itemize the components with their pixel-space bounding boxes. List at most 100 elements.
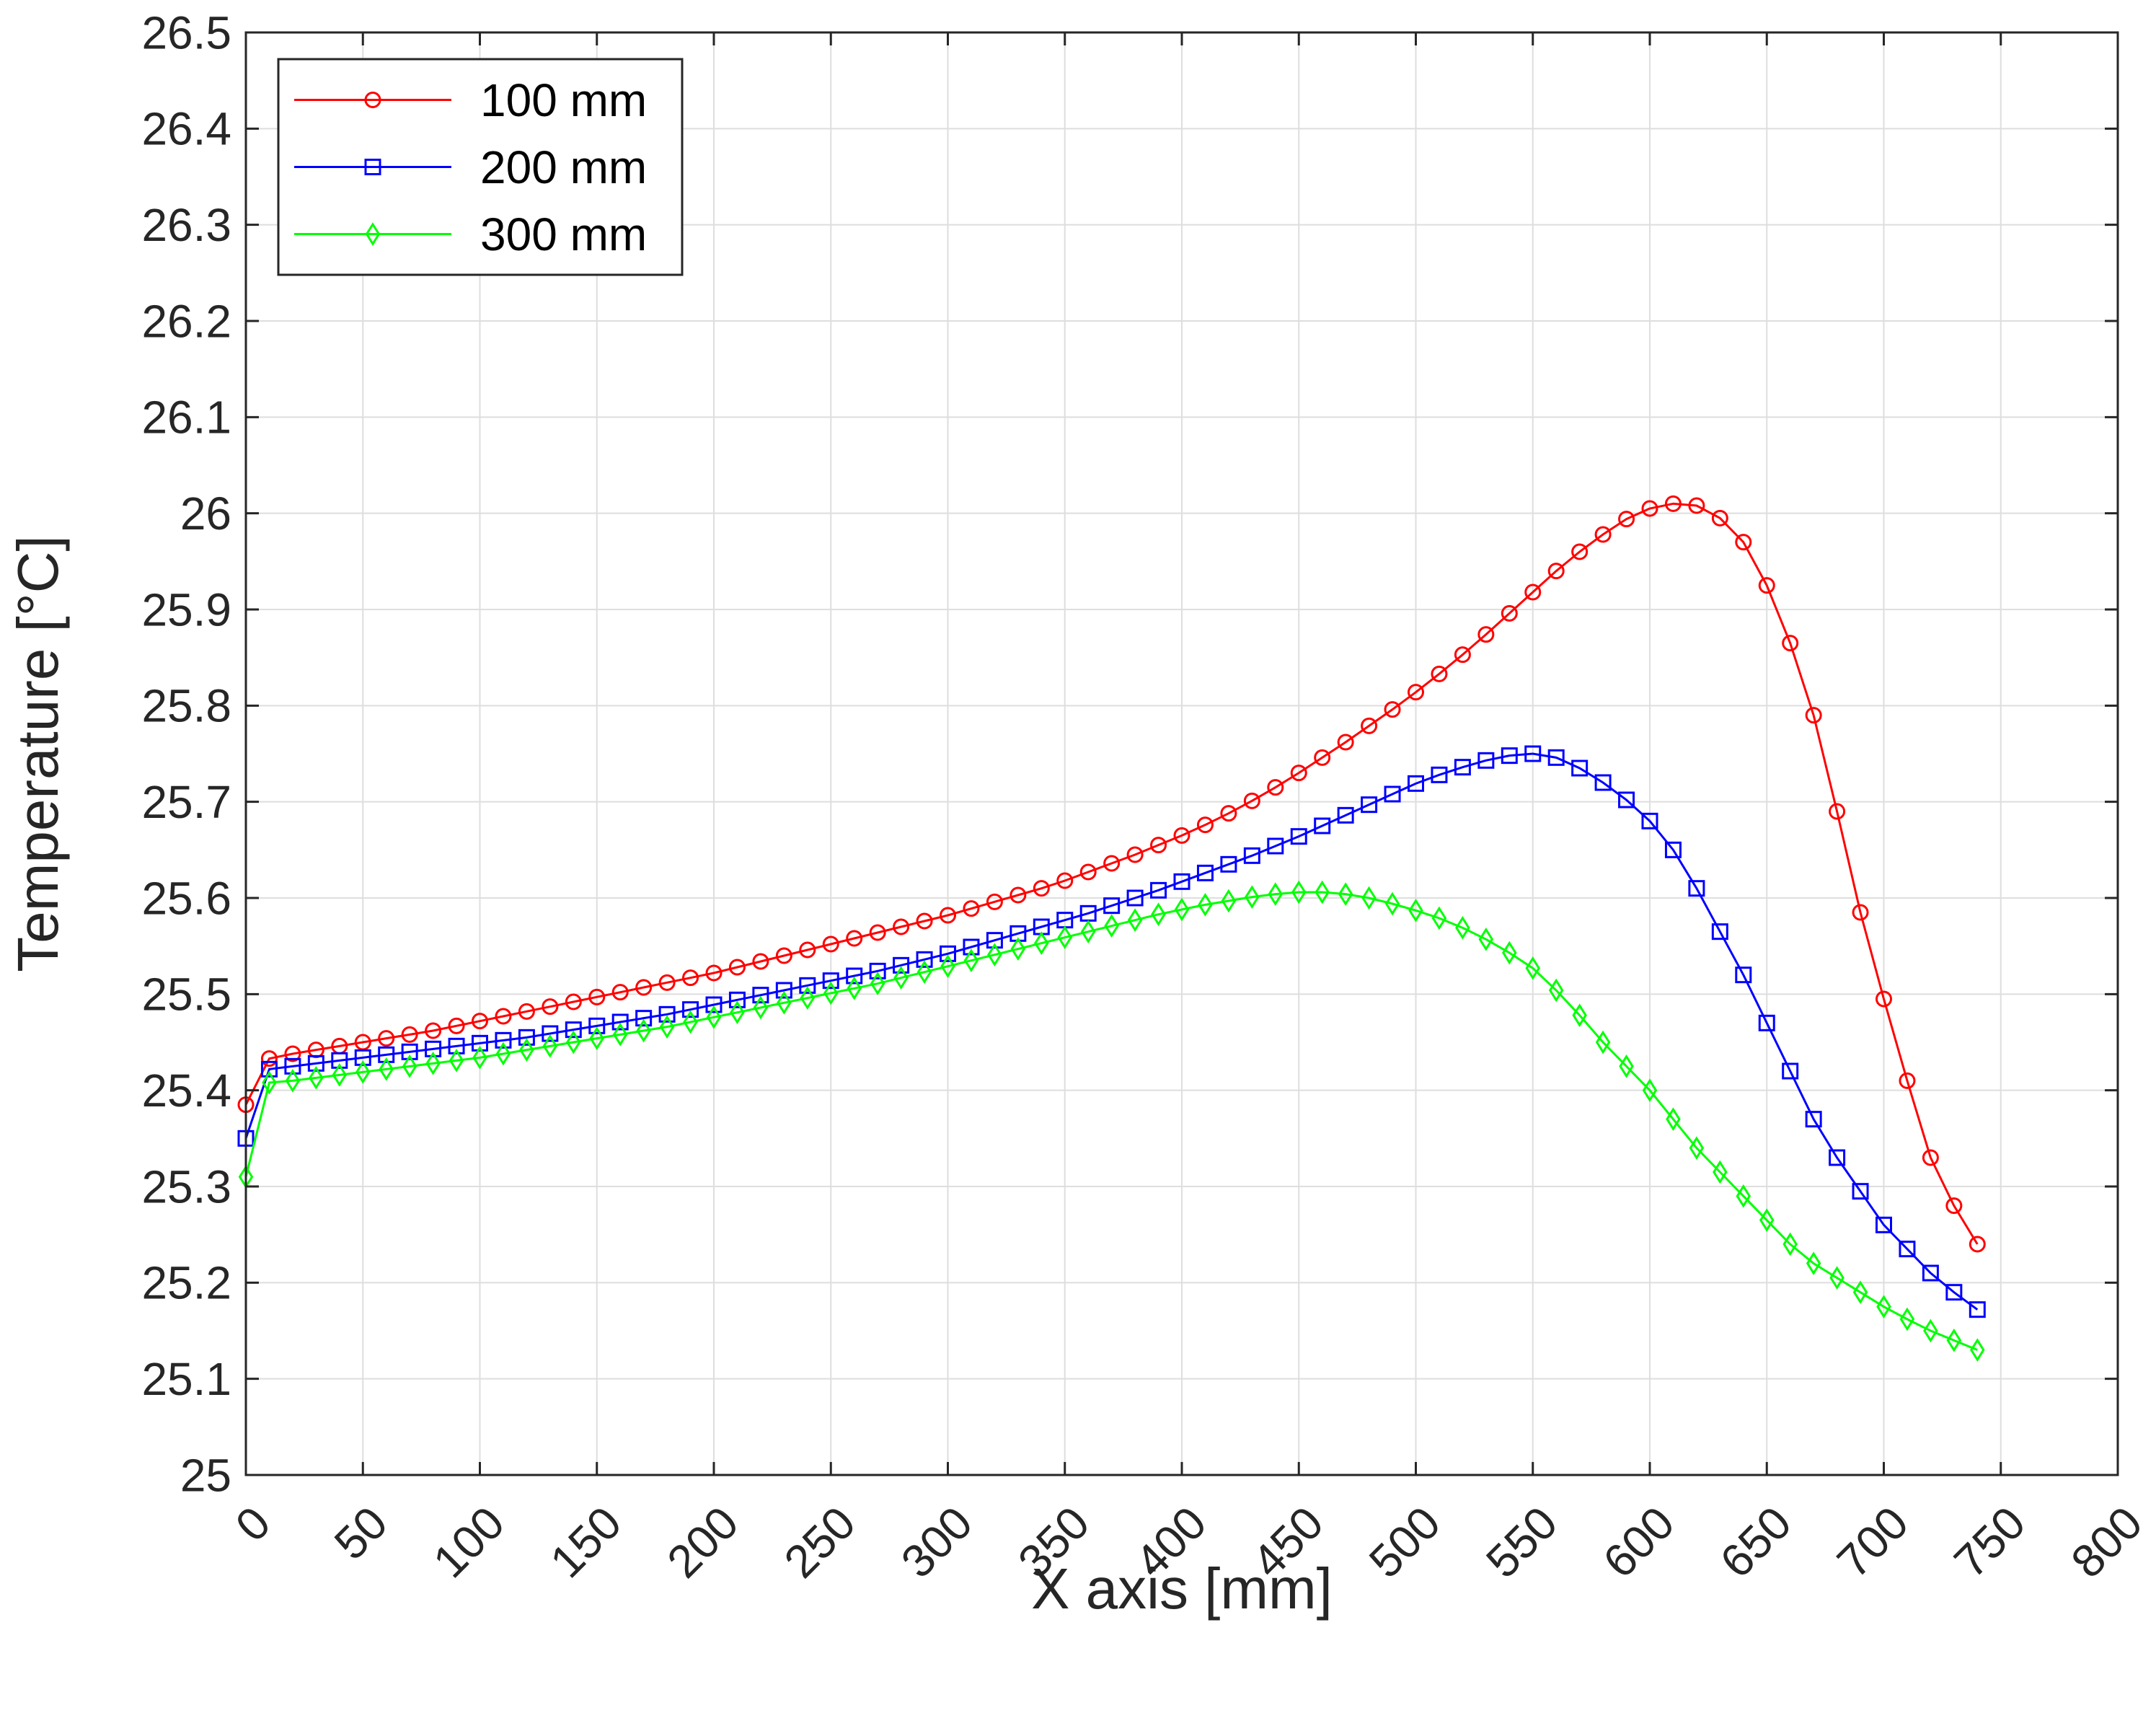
data-point [1711, 509, 1728, 527]
data-point [752, 987, 769, 1004]
data-point [963, 948, 979, 972]
data-point [1079, 863, 1097, 881]
data-point [565, 1021, 582, 1039]
data-point [401, 1043, 418, 1060]
data-point [1431, 766, 1448, 783]
data-point [1641, 812, 1658, 829]
data-point [1758, 577, 1775, 594]
data-point [401, 1026, 418, 1043]
data-point [1243, 792, 1260, 809]
data-point [1970, 1338, 1985, 1362]
data-point [728, 959, 746, 976]
data-point [1618, 511, 1635, 528]
data-point [519, 1038, 534, 1062]
data-point [449, 1049, 464, 1073]
data-point [1547, 749, 1565, 766]
data-point [705, 996, 723, 1013]
data-point [1150, 881, 1167, 899]
data-point [402, 1054, 417, 1078]
data-point [1688, 497, 1705, 514]
data-point [1034, 931, 1049, 955]
data-point [1174, 897, 1190, 922]
data-point [775, 947, 792, 964]
data-point [1736, 1184, 1751, 1208]
data-point [1198, 893, 1213, 917]
data-point [1126, 889, 1144, 907]
data-point [1384, 701, 1401, 718]
data-point [1852, 904, 1869, 921]
data-point [800, 986, 816, 1010]
data-point [284, 1057, 301, 1075]
data-point [1009, 886, 1027, 904]
data-point [1478, 928, 1494, 951]
legend-marker [365, 222, 381, 246]
data-point [1104, 914, 1119, 938]
data-point [588, 1017, 606, 1034]
data-point [1173, 873, 1190, 890]
y-tick-label: 26.5 [141, 6, 231, 58]
data-point [1501, 747, 1518, 765]
data-point [1431, 665, 1448, 682]
y-tick-label: 26.2 [141, 295, 231, 347]
data-point [425, 1022, 442, 1039]
data-point [1805, 1111, 1822, 1128]
data-point [1829, 1149, 1846, 1166]
data-point [1477, 626, 1495, 643]
data-point [1758, 1014, 1775, 1031]
y-tick-label: 25.7 [141, 776, 231, 828]
data-point [1056, 872, 1074, 889]
data-point [1969, 1301, 1986, 1318]
data-point [1547, 563, 1565, 580]
data-point [331, 1052, 348, 1069]
data-point [1899, 1072, 1916, 1089]
series-line [244, 891, 1978, 1352]
series-200-mm [237, 745, 1986, 1318]
data-point [682, 969, 699, 987]
data-point [683, 1010, 698, 1034]
data-point [1151, 902, 1166, 926]
data-point [1782, 635, 1799, 652]
data-point [1735, 534, 1752, 551]
legend-marker [364, 159, 381, 175]
legend-item: 300 mm [294, 208, 647, 260]
data-point [1126, 846, 1144, 863]
data-point [566, 1030, 581, 1054]
x-axis-label: X axis [mm] [1031, 1556, 1333, 1621]
data-point [1454, 759, 1471, 776]
series-100-mm [237, 495, 1986, 1253]
data-point [425, 1040, 442, 1057]
data-point [893, 918, 910, 935]
data-point [1314, 749, 1331, 766]
data-point [1454, 646, 1471, 664]
data-point [1337, 734, 1354, 751]
data-point [588, 988, 606, 1005]
data-point [963, 938, 980, 956]
data-point [262, 1070, 277, 1095]
data-point [1524, 745, 1542, 762]
data-point [1431, 906, 1447, 930]
data-point [1642, 1078, 1658, 1102]
data-point [777, 991, 792, 1015]
data-point [728, 991, 746, 1008]
data-point [1290, 828, 1307, 845]
data-point [1922, 1149, 1939, 1166]
data-point [1829, 1266, 1844, 1290]
data-point [659, 1015, 675, 1039]
data-point [986, 932, 1003, 949]
data-point [1384, 891, 1400, 916]
data-point [987, 943, 1002, 966]
data-point [636, 1018, 651, 1043]
data-point [1688, 880, 1705, 897]
legend-label: 200 mm [480, 141, 647, 193]
data-point [260, 1050, 278, 1067]
data-point [542, 1025, 559, 1042]
data-point [307, 1054, 324, 1072]
y-tick-label: 26.1 [141, 392, 231, 444]
data-point [1876, 990, 1892, 1008]
data-point [1221, 889, 1237, 913]
data-point [1641, 500, 1658, 517]
data-point [378, 1046, 395, 1063]
data-point [635, 1010, 653, 1027]
data-point [448, 1037, 465, 1054]
